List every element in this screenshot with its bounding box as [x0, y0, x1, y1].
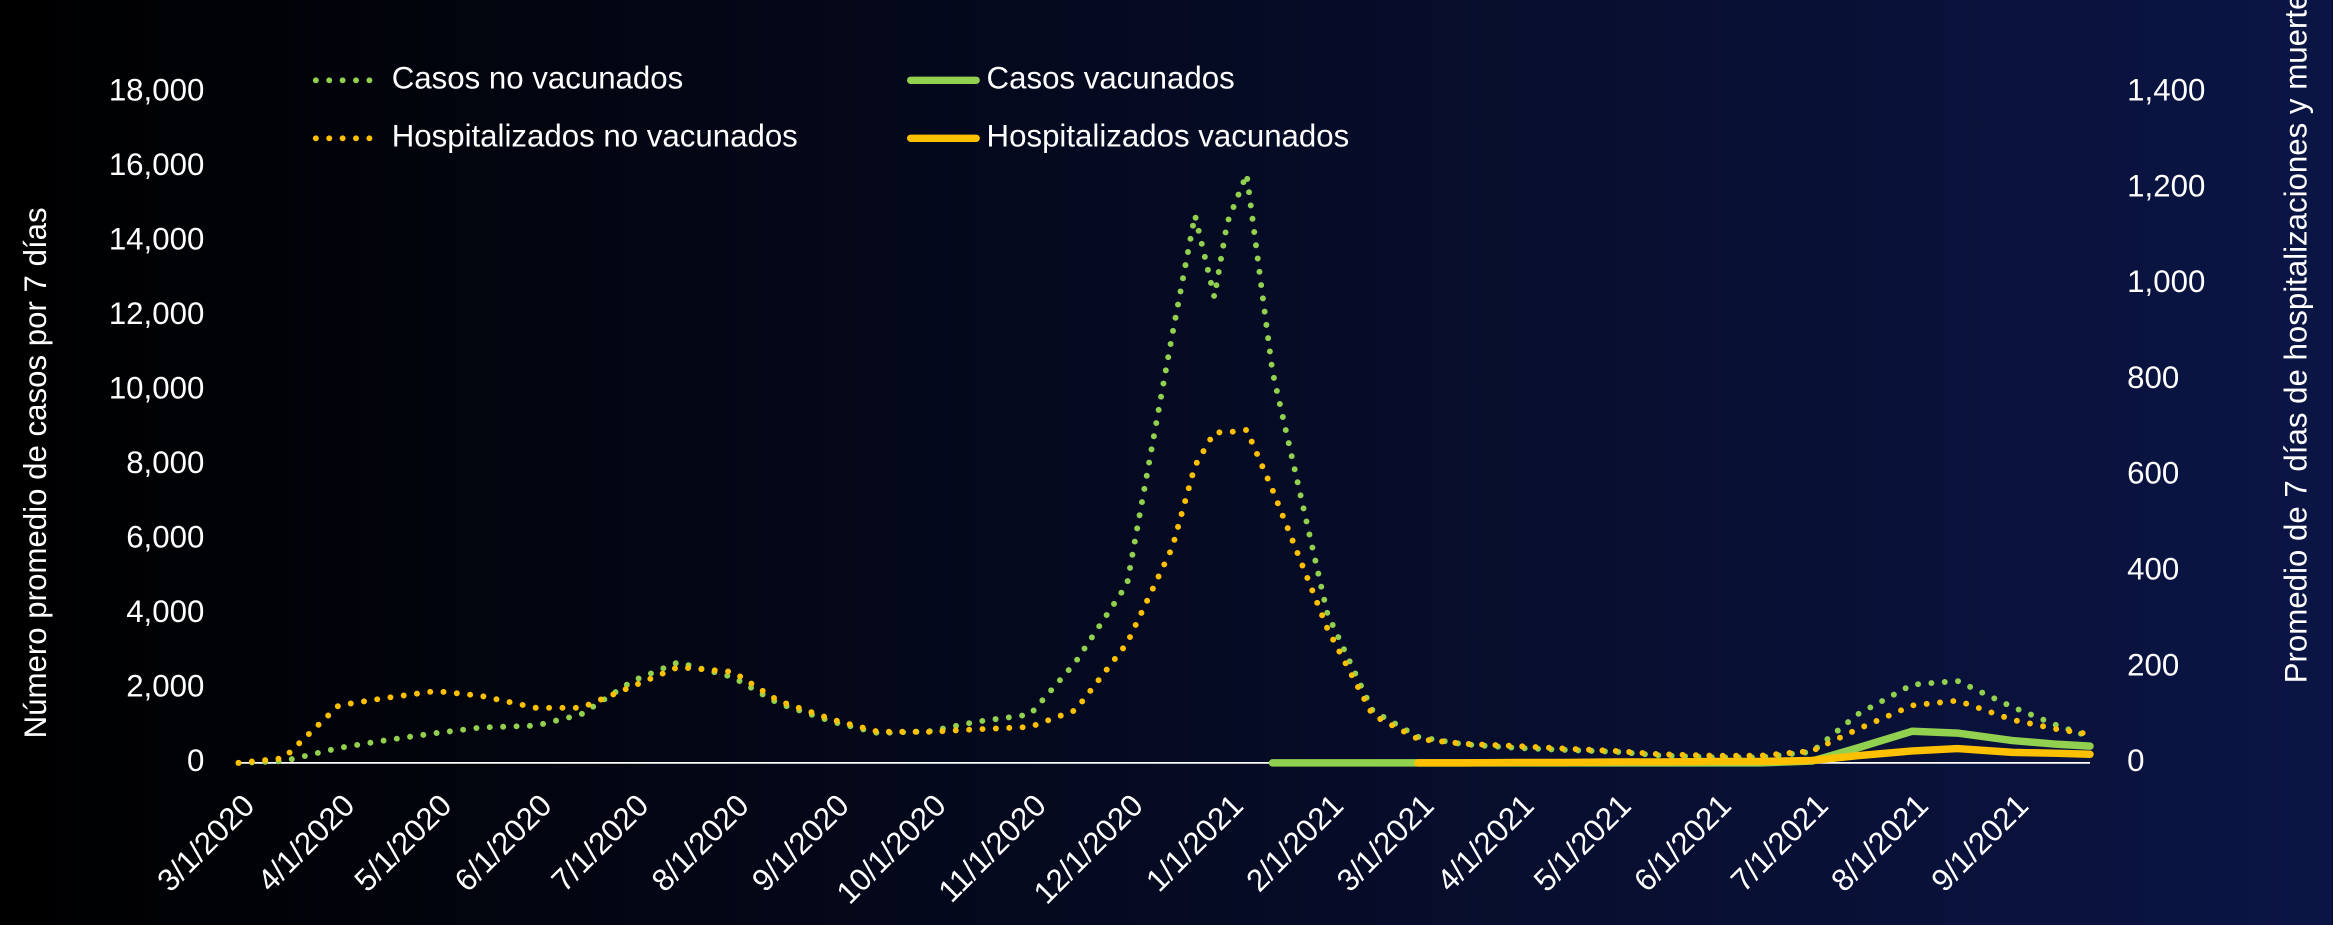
y-tick-label: 10,000 — [109, 371, 205, 406]
y-tick-label: 6,000 — [126, 520, 204, 555]
series-line — [1414, 744, 2094, 767]
y-tick-label: 14,000 — [109, 221, 205, 256]
y-tick-label: 18,000 — [109, 72, 205, 107]
y-tick-label: 4,000 — [126, 594, 204, 629]
y2-tick-label: 0 — [2127, 743, 2144, 778]
y-tick-label: 8,000 — [126, 445, 204, 480]
y2-tick-label: 600 — [2127, 456, 2179, 491]
y2-axis-title: Promedio de 7 días de hospitalizaciones … — [2278, 0, 2313, 683]
series-line — [235, 426, 2093, 766]
y2-tick-label: 400 — [2127, 552, 2179, 587]
y2-tick-label: 1,400 — [2127, 72, 2205, 107]
y-tick-label: 12,000 — [109, 296, 205, 331]
series-line — [235, 171, 2093, 766]
y-axis-title: Número promedio de casos por 7 días — [18, 207, 53, 738]
legend-label: Casos vacunados — [987, 61, 1235, 96]
legend-label: Hospitalizados vacunados — [987, 119, 1350, 154]
y2-tick-label: 800 — [2127, 360, 2179, 395]
y-tick-label: 2,000 — [126, 669, 204, 704]
y2-tick-label: 1,200 — [2127, 168, 2205, 203]
y-tick-label: 16,000 — [109, 147, 205, 182]
legend-label: Casos no vacunados — [392, 61, 684, 96]
y-tick-label: 0 — [187, 743, 204, 778]
legend-label: Hospitalizados no vacunados — [392, 119, 798, 154]
y2-tick-label: 1,000 — [2127, 264, 2205, 299]
y2-tick-label: 200 — [2127, 647, 2179, 682]
